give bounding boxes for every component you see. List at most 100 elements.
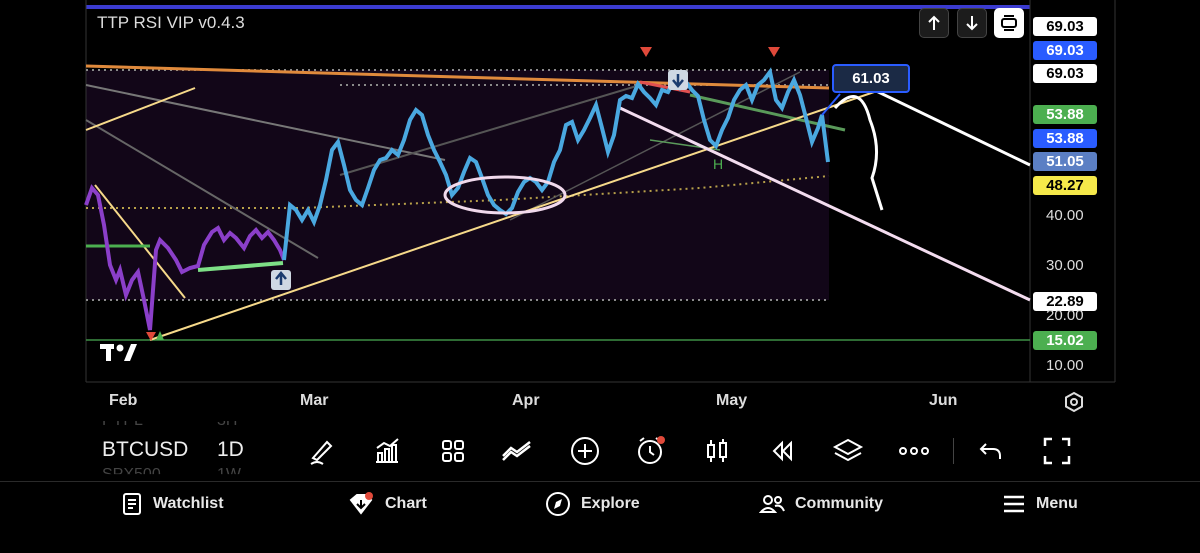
month-feb: Feb [109, 392, 138, 409]
nav-chart[interactable]: Chart [347, 488, 427, 520]
bearish-marker-1 [640, 47, 652, 57]
undo-icon [979, 443, 1001, 459]
chart-icon [349, 492, 373, 515]
add-icon [571, 437, 599, 465]
white-drawn-curve [833, 95, 884, 211]
rsi-line-low [84, 184, 286, 331]
month-may: May [716, 392, 748, 409]
y-tick-10: 10.00 [1046, 357, 1084, 374]
layers-button[interactable] [829, 432, 867, 470]
indicators-icon [376, 438, 399, 463]
alert-button[interactable] [632, 432, 670, 470]
indicators-button[interactable] [368, 432, 406, 470]
rsi-line [282, 67, 830, 261]
yellow-support-line [149, 89, 881, 341]
chart-settings-button[interactable] [1063, 391, 1085, 413]
symbol-ghost-below: SPX500 [102, 466, 161, 483]
gray-trendline-2 [85, 84, 446, 161]
pink-white-trendline [619, 106, 1031, 302]
yellow-line-down [94, 184, 186, 299]
pattern-label: H [713, 156, 724, 172]
price-tag-4: 53.88 [1033, 105, 1097, 124]
layouts-icon [442, 440, 464, 462]
tradingview-logo-icon [100, 344, 137, 361]
nav-watchlist[interactable]: Watchlist [121, 488, 224, 520]
month-jun: Jun [929, 392, 958, 409]
interval-ghost-above: 3H [217, 412, 238, 429]
nav-chart-label: Chart [385, 495, 427, 512]
price-tag-7: 48.27 [1033, 176, 1097, 195]
nav-menu[interactable]: Menu [1002, 488, 1078, 520]
bullish-marker-low [156, 331, 164, 340]
maximize-icon [1001, 15, 1017, 31]
bottom-nav [0, 481, 1200, 553]
nav-explore-label: Explore [581, 495, 640, 512]
replay-icon [772, 440, 792, 462]
nav-menu-label: Menu [1036, 495, 1078, 512]
arrow-up-icon [928, 15, 940, 30]
month-apr: Apr [512, 392, 540, 409]
bearish-marker-low [146, 332, 156, 341]
price-tag-1: 69.03 [1033, 17, 1097, 36]
price-tag-3: 69.03 [1033, 64, 1097, 83]
draw-tool-button[interactable] [303, 432, 341, 470]
more-icon [899, 447, 929, 455]
y-tick-30: 30.00 [1046, 257, 1084, 274]
price-tag-6: 51.05 [1033, 152, 1097, 171]
nav-community-label: Community [795, 495, 883, 512]
rsi-value-callout: 61.03 [832, 64, 910, 93]
compare-icon [502, 441, 531, 461]
y-tick-40: 40.00 [1046, 207, 1084, 224]
explore-icon [546, 492, 570, 516]
candles-icon [707, 439, 727, 462]
nav-watchlist-label: Watchlist [153, 495, 224, 512]
rsi-value-text: 61.03 [852, 70, 890, 87]
layers-icon [832, 438, 864, 462]
nav-community[interactable]: Community [759, 488, 883, 520]
bearish-marker-2 [768, 47, 780, 57]
compare-button[interactable] [498, 432, 536, 470]
highlight-circle [443, 175, 567, 215]
rsi-projection-link [821, 93, 841, 116]
interval-ghost-below: 1W [217, 466, 241, 483]
community-icon [759, 495, 785, 513]
month-mar: Mar [300, 392, 329, 409]
nav-explore[interactable]: Explore [545, 488, 640, 520]
red-segment [639, 80, 691, 94]
maximize-pane-button[interactable] [994, 8, 1024, 38]
yellow-line-left [85, 87, 196, 131]
add-button[interactable] [566, 432, 604, 470]
alert-icon [638, 436, 665, 464]
fullscreen-button[interactable] [1038, 432, 1076, 470]
sell-signal-icon [668, 70, 688, 90]
watchlist-icon [123, 493, 141, 515]
symbol-ticker[interactable]: BTCUSD [102, 438, 189, 461]
price-tag-5: 53.88 [1033, 129, 1097, 148]
arrow-down-icon [966, 16, 978, 31]
candles-button[interactable] [698, 432, 736, 470]
price-tag-9: 15.02 [1033, 331, 1097, 350]
green-bullish-segment [197, 261, 284, 272]
settings-hex-icon [1065, 391, 1083, 413]
white-projection-line [869, 86, 1031, 167]
indicator-title[interactable]: TTP RSI VIP v0.4.3 [97, 13, 245, 32]
price-tag-8: 22.89 [1033, 292, 1097, 311]
fullscreen-icon [1043, 437, 1071, 465]
gray-trendline-1 [85, 119, 319, 259]
scroll-down-button[interactable] [957, 8, 987, 38]
symbol-interval[interactable]: 1D [217, 438, 244, 461]
more-button[interactable] [895, 432, 933, 470]
layouts-button[interactable] [434, 432, 472, 470]
yellow-dotted-average [86, 175, 830, 209]
menu-icon [1004, 495, 1024, 513]
toolbar-separator [953, 438, 954, 464]
replay-button[interactable] [763, 432, 801, 470]
scroll-up-button[interactable] [919, 8, 949, 38]
undo-button[interactable] [972, 432, 1010, 470]
orange-resistance-line [85, 64, 830, 90]
draw-icon [310, 440, 333, 465]
buy-signal-icon [271, 270, 291, 290]
gray-trendline-3 [339, 84, 641, 176]
price-tag-2: 69.03 [1033, 41, 1097, 60]
